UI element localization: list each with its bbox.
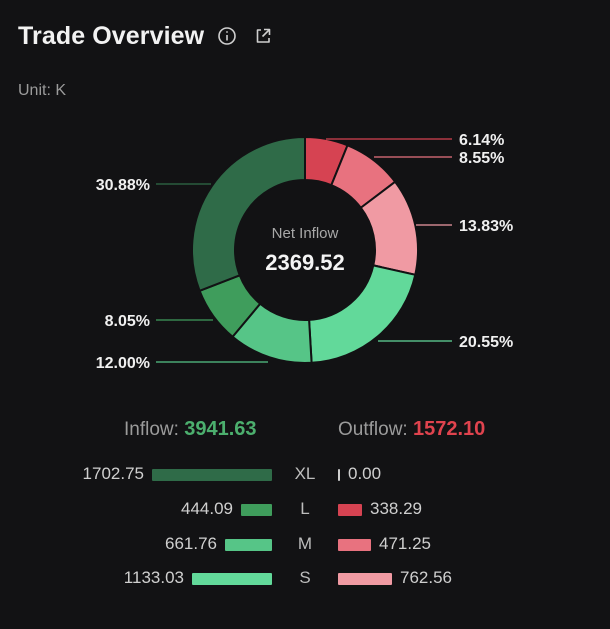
outflow-summary: Outflow: 1572.10 xyxy=(338,418,485,441)
page-title: Trade Overview xyxy=(18,21,205,50)
outflow-value: 1572.10 xyxy=(412,418,486,440)
inflow-bar xyxy=(225,539,272,551)
outflow-label: Outflow: xyxy=(338,419,408,440)
outflow-bar xyxy=(338,469,340,481)
slice-label: 13.83% xyxy=(459,218,513,235)
outflow-amount: 0.00 xyxy=(348,464,382,483)
flow-category: M xyxy=(297,534,313,553)
inflow-summary: Inflow: 3941.63 xyxy=(124,418,257,441)
flow-row: 1702.75 XL 0.00 xyxy=(0,462,610,486)
slice-label: 8.55% xyxy=(459,150,504,167)
unit-label: Unit: K xyxy=(18,82,67,99)
slice-label: 30.88% xyxy=(96,177,150,194)
net-inflow-value: 2369.52 xyxy=(265,250,345,275)
flow-category: L xyxy=(300,499,310,518)
flow-row: 661.76 M 471.25 xyxy=(0,532,610,556)
inflow-value: 3941.63 xyxy=(184,418,257,440)
outflow-amount: 471.25 xyxy=(379,534,431,553)
outflow-amount: 762.56 xyxy=(400,568,452,587)
flow-category: S xyxy=(299,568,311,587)
slice-label: 8.05% xyxy=(105,313,150,330)
inflow-bar xyxy=(192,573,272,585)
inflow-amount: 444.09 xyxy=(181,499,233,518)
inflow-amount: 661.76 xyxy=(165,534,217,553)
donut-chart: 6.14%8.55% 13.83% 20.55% 12.00% 8.05% 30.88% xyxy=(96,132,514,372)
inflow-label: Inflow: xyxy=(124,419,179,440)
flow-category: XL xyxy=(294,464,316,483)
outflow-bar xyxy=(338,573,392,585)
info-icon[interactable] xyxy=(216,25,238,47)
outflow-bar xyxy=(338,539,371,551)
inflow-bar xyxy=(241,504,272,516)
header: Trade Overview xyxy=(18,18,274,54)
slice-label: 6.14% xyxy=(459,132,504,149)
net-inflow-label: Net Inflow xyxy=(271,225,339,242)
donut-slice[interactable] xyxy=(308,264,417,364)
inflow-amount: 1702.75 xyxy=(82,464,144,483)
outflow-amount: 338.29 xyxy=(370,499,422,518)
share-icon[interactable] xyxy=(252,25,274,47)
flow-row: 1133.03 S 762.56 xyxy=(0,566,610,590)
outflow-bar xyxy=(338,504,362,516)
flow-row: 444.09 L 338.29 xyxy=(0,497,610,521)
slice-label: 12.00% xyxy=(96,355,150,372)
donut-slice[interactable] xyxy=(191,135,306,293)
slice-label: 20.55% xyxy=(459,334,513,351)
inflow-amount: 1133.03 xyxy=(123,568,184,587)
inflow-bar xyxy=(152,469,272,481)
